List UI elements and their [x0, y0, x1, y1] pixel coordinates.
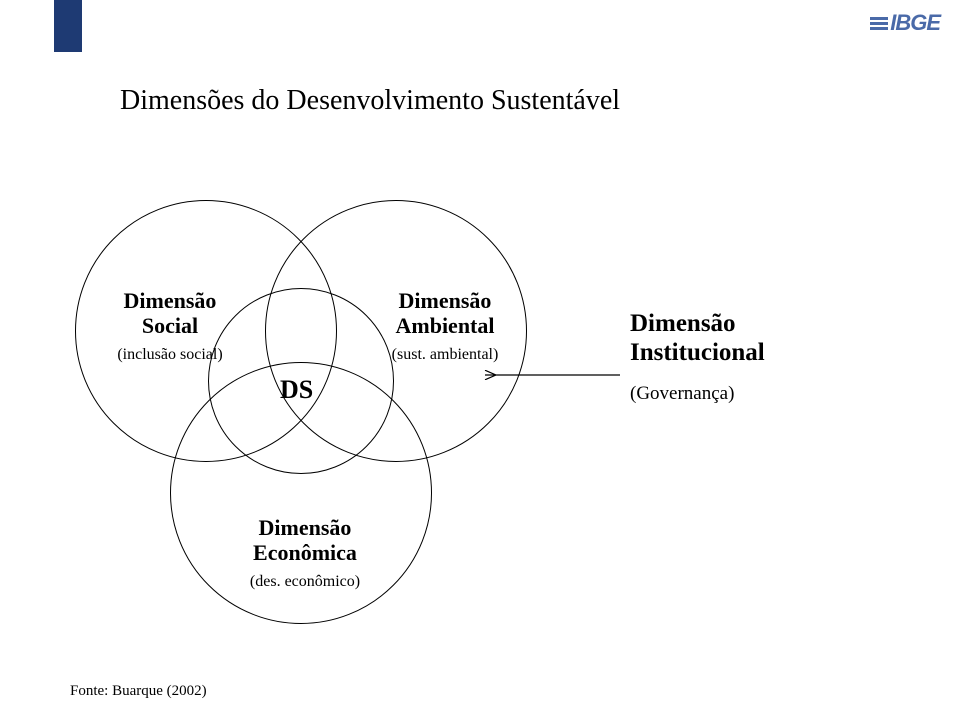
venn-diagram: Dimensão Social (inclusão social) Dimens…	[30, 180, 930, 660]
label-ambiental-line1: Dimensão	[399, 288, 492, 313]
label-institucional: Dimensão Institucional (Governança)	[630, 310, 765, 406]
label-ambiental-line2: Ambiental	[396, 313, 495, 338]
label-social: Dimensão Social (inclusão social)	[95, 288, 245, 364]
logo-text: IBGE	[890, 10, 940, 35]
label-ambiental: Dimensão Ambiental (sust. ambiental)	[365, 288, 525, 364]
label-economica-line1: Dimensão	[259, 515, 352, 540]
blue-stripe	[54, 0, 82, 52]
label-inst-line1: Dimensão	[630, 310, 736, 337]
label-social-line1: Dimensão	[124, 288, 217, 313]
label-inst-sub: (Governança)	[630, 383, 734, 404]
label-economica-sub: (des. econômico)	[250, 573, 360, 590]
logo-stripes-icon	[870, 11, 888, 37]
label-ambiental-sub: (sust. ambiental)	[392, 346, 499, 363]
top-bar: IBGE	[0, 0, 960, 52]
label-social-sub: (inclusão social)	[117, 346, 222, 363]
source-citation: Fonte: Buarque (2002)	[70, 683, 207, 700]
ibge-logo: IBGE	[870, 10, 940, 37]
label-economica-line2: Econômica	[253, 540, 357, 565]
arrow-institucional	[473, 363, 632, 387]
label-economica: Dimensão Econômica (des. econômico)	[225, 515, 385, 591]
page-title: Dimensões do Desenvolvimento Sustentável	[120, 85, 620, 117]
label-ds: DS	[280, 375, 313, 405]
label-social-line2: Social	[142, 313, 198, 338]
label-inst-line2: Institucional	[630, 339, 765, 366]
